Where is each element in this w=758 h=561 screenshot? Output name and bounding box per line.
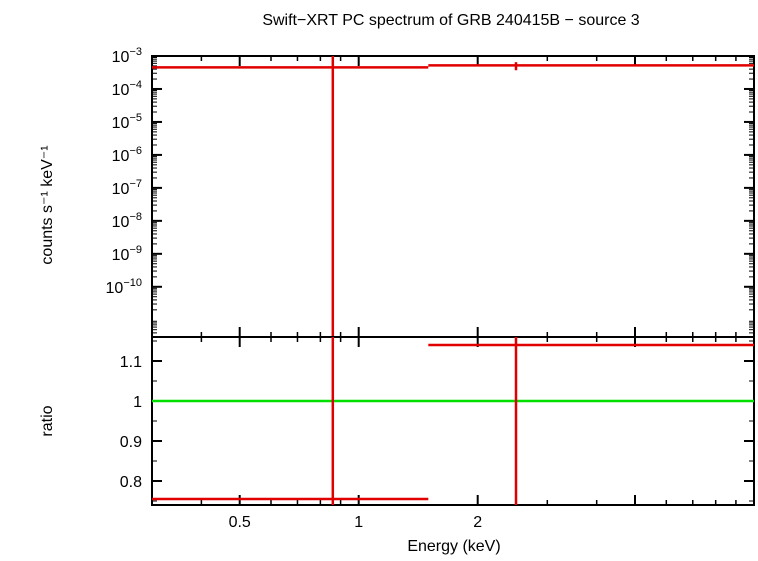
y-tick-label: 10−3	[112, 46, 142, 66]
panel-spectrum: 10−3 10−4 10−5 10−6 10−7 10−8 10−9 10−10	[106, 46, 755, 338]
x-tick-label: 1	[354, 514, 363, 531]
panel-ratio: 0.8 0.9 1 1.1	[120, 336, 755, 506]
y-tick-label: 10−9	[112, 244, 142, 264]
y-tick-label: 10−8	[112, 211, 142, 231]
chart-title: Swift−XRT PC spectrum of GRB 240415B − s…	[262, 12, 639, 29]
plot-layer: 10−3 10−4 10−5 10−6 10−7 10−8 10−9 10−10 0.8 0.9 1…	[106, 46, 755, 531]
y-axis-label-ratio: ratio	[39, 405, 56, 436]
y-tick-label: 1.1	[120, 354, 142, 371]
y-tick-label: 10−4	[112, 79, 142, 99]
x-axis-label: Energy (keV)	[407, 538, 500, 555]
panel-frame-spectrum	[151, 55, 755, 338]
y-tick-label: 1	[133, 394, 142, 411]
y-tick-label: 0.9	[120, 434, 142, 451]
y-tick-label: 10−10	[106, 277, 142, 297]
y-tick-label: 10−7	[112, 178, 142, 198]
x-tick-label: 2	[473, 514, 482, 531]
x-tick-label: 0.5	[229, 514, 251, 531]
y-tick-label: 0.8	[120, 474, 142, 491]
panel-frame-ratio	[151, 336, 755, 506]
y-tick-label: 10−6	[112, 145, 142, 165]
y-tick-label: 10−5	[112, 112, 142, 132]
y-axis-label-spectrum: counts s⁻¹ keV⁻¹	[39, 145, 56, 264]
